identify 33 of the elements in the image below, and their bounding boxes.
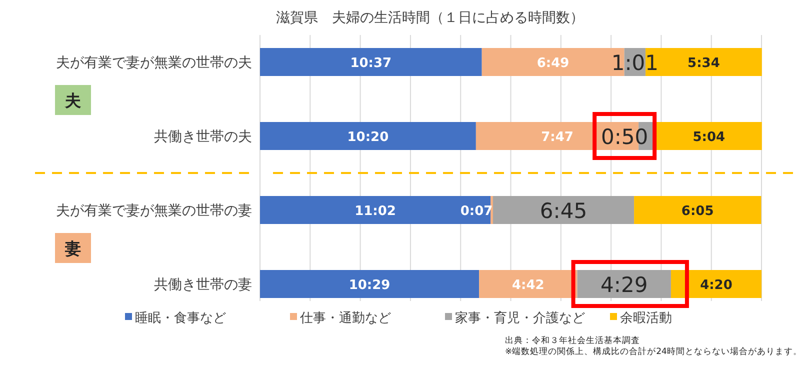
text: 妻 xyxy=(64,239,81,258)
data-label: 6:49 xyxy=(536,56,570,71)
data-label: 5:04 xyxy=(692,130,726,145)
data-label: 10:29 xyxy=(348,278,390,293)
bar xyxy=(634,196,762,224)
y-tick-label: 夫が有業で妻が無業の世帯の妻 xyxy=(56,203,252,219)
source-note: 出典：令和３年社会生活基本調査 xyxy=(505,335,640,346)
legend-label: 家事・育児・介護など xyxy=(455,310,585,326)
data-label: 4:20 xyxy=(700,278,732,293)
data-label: 4:29 xyxy=(600,273,648,297)
chart-title: 滋賀県 夫婦の生活時間（１日に占める時間数） xyxy=(276,10,584,26)
text: 夫 xyxy=(64,91,82,110)
data-label: 0:50 xyxy=(600,125,648,149)
y-tick-label: 夫が有業で妻が無業の世帯の夫 xyxy=(56,55,252,71)
data-label: 7:47 xyxy=(541,130,574,145)
bar xyxy=(260,122,476,150)
legend-label: 睡眠・食事など xyxy=(135,311,226,326)
bar xyxy=(492,196,634,224)
bar xyxy=(260,270,480,298)
data-label: 10:20 xyxy=(347,130,389,145)
y-tick-label: 共働き世帯の妻 xyxy=(154,277,252,293)
data-label: 4:42 xyxy=(512,278,544,293)
data-label: 6:45 xyxy=(540,199,588,223)
data-label: 11:02 xyxy=(354,204,396,219)
legend-label: 余暇活動 xyxy=(620,311,672,326)
y-tick-label: 共働き世帯の夫 xyxy=(154,129,252,145)
legend-label: 仕事・通勤など xyxy=(299,311,391,326)
text: ※端数処理の関係上、構成比の合計が24時間とならない場合があります。 xyxy=(505,346,800,357)
bar xyxy=(260,196,491,224)
data-label: 6:05 xyxy=(681,204,714,219)
data-label: 10:37 xyxy=(350,56,392,71)
data-label: 5:34 xyxy=(688,56,720,71)
bar xyxy=(260,48,482,76)
